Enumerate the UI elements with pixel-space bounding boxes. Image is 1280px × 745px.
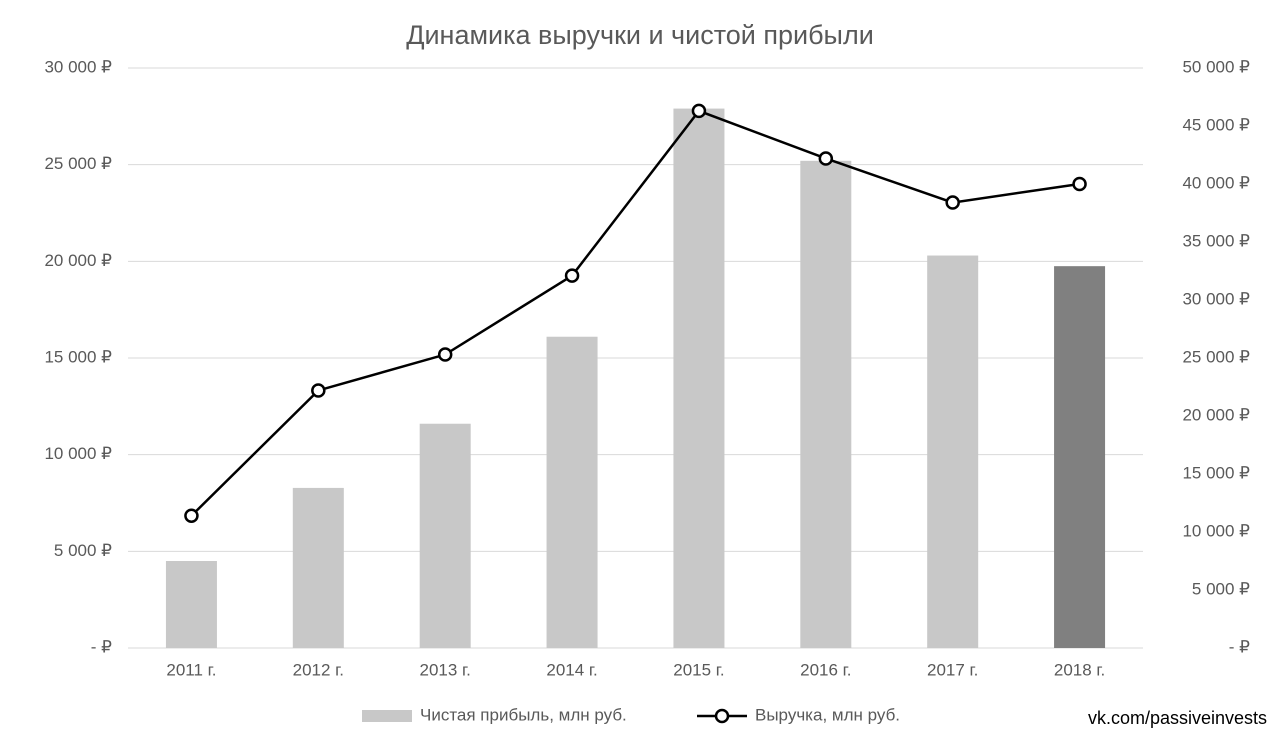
- bar: [800, 160, 852, 649]
- line-marker: [564, 268, 580, 283]
- x-tick-label: 2018 г.: [1054, 660, 1105, 679]
- line-marker: [945, 195, 960, 210]
- y-tick-label: 20 000 ₽: [44, 251, 112, 270]
- bar: [927, 255, 979, 649]
- y2-tick-label: 45 000 ₽: [1182, 115, 1250, 134]
- y2-tick-label: 40 000 ₽: [1182, 173, 1250, 192]
- y2-tick-label: 50 000 ₽: [1182, 57, 1250, 76]
- x-tick-label: 2017 г.: [927, 660, 978, 679]
- legend-label: Чистая прибыль, млн руб.: [420, 705, 627, 724]
- y2-tick-label: 35 000 ₽: [1182, 231, 1250, 250]
- y2-tick-label: 5 000 ₽: [1192, 579, 1250, 598]
- y-tick-label: - ₽: [91, 637, 112, 656]
- y-tick-label: 15 000 ₽: [44, 347, 112, 366]
- bar: [292, 487, 344, 648]
- x-tick-label: 2013 г.: [419, 660, 470, 679]
- y2-tick-label: 10 000 ₽: [1182, 521, 1250, 540]
- y-tick-label: 30 000 ₽: [44, 57, 112, 76]
- bar: [546, 336, 598, 648]
- x-tick-label: 2016 г.: [800, 660, 851, 679]
- legend-swatch: [362, 710, 412, 722]
- line-marker: [818, 151, 834, 166]
- line: [190, 109, 1080, 517]
- line-marker: [184, 508, 199, 524]
- legend-swatch: [714, 708, 730, 724]
- bar: [419, 423, 471, 648]
- bar: [673, 108, 725, 649]
- y2-tick-label: - ₽: [1229, 637, 1250, 656]
- bar: [1054, 266, 1106, 648]
- y-tick-label: 5 000 ₽: [54, 541, 112, 560]
- x-tick-label: 2014 г.: [546, 660, 597, 679]
- line-marker: [691, 103, 707, 119]
- bar: [165, 561, 217, 648]
- y2-tick-label: 25 000 ₽: [1182, 347, 1250, 366]
- x-tick-label: 2012 г.: [293, 660, 344, 679]
- chart-title: Динамика выручки и чистой прибыли: [406, 20, 874, 50]
- y-tick-label: 25 000 ₽: [44, 154, 112, 173]
- y2-tick-label: 15 000 ₽: [1182, 463, 1250, 482]
- line-marker: [311, 383, 326, 398]
- y-tick-label: 10 000 ₽: [44, 444, 112, 463]
- y2-tick-label: 30 000 ₽: [1182, 289, 1250, 308]
- x-tick-label: 2015 г.: [673, 660, 724, 679]
- y2-tick-label: 20 000 ₽: [1182, 405, 1250, 424]
- line-marker: [437, 347, 453, 362]
- watermark: vk.com/passiveinvests: [1088, 708, 1267, 728]
- x-tick-label: 2011 г.: [166, 660, 216, 679]
- legend-label: Выручка, млн руб.: [755, 705, 900, 724]
- line-marker: [1072, 176, 1087, 192]
